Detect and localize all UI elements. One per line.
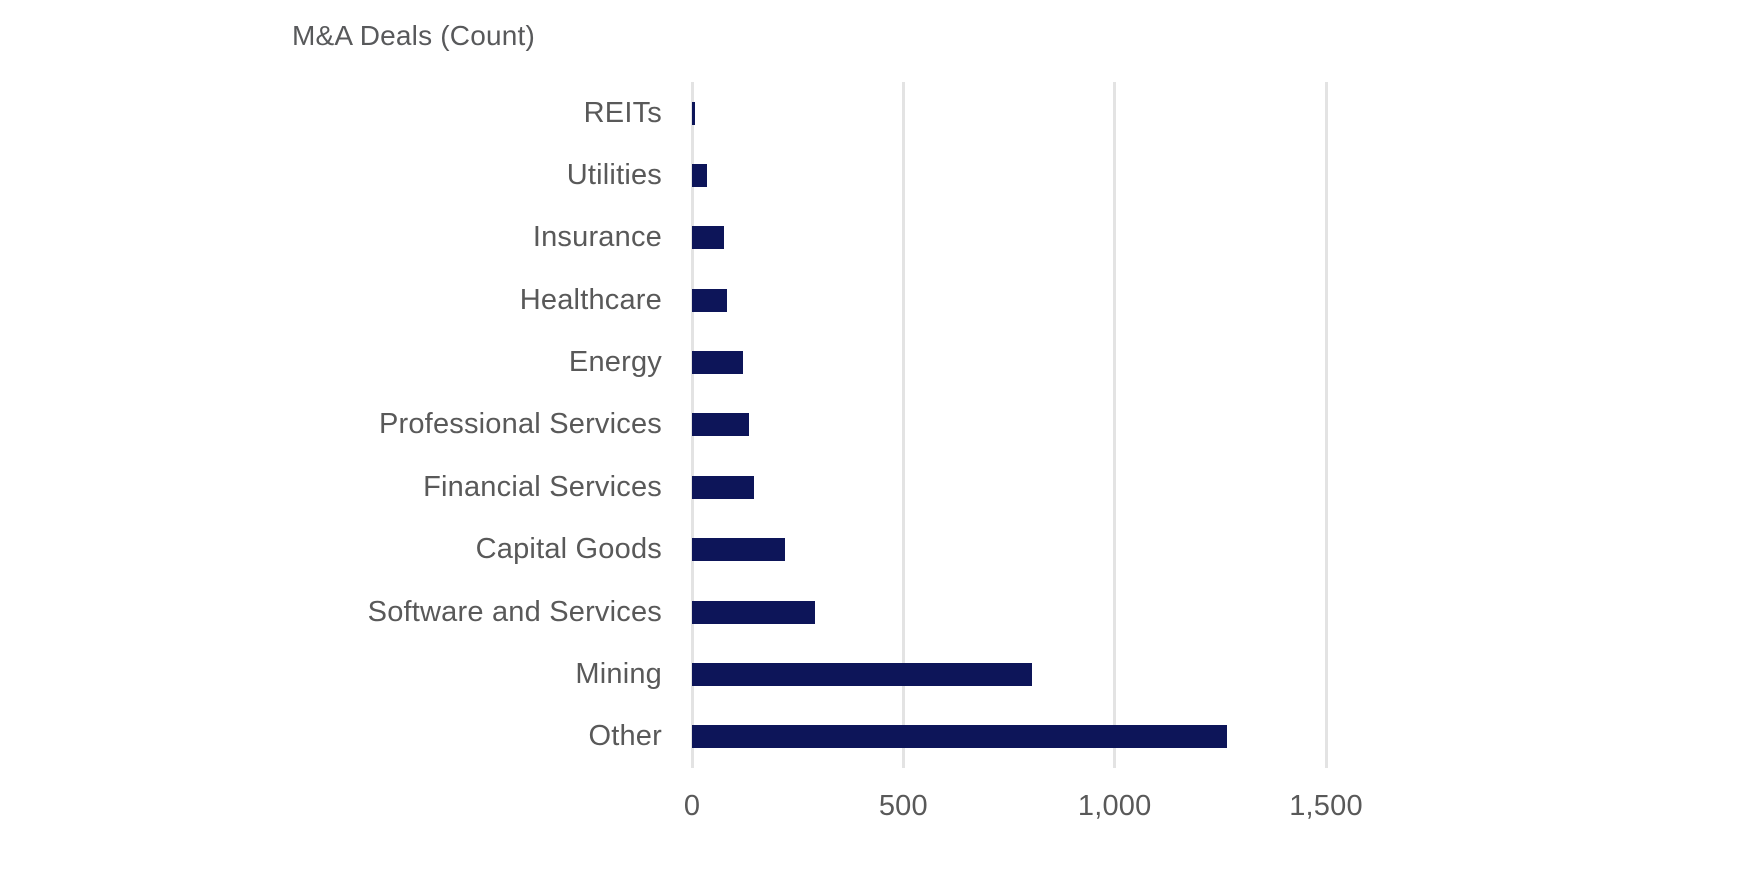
category-label: Energy xyxy=(568,346,662,379)
bar-row: Healthcare xyxy=(250,269,1450,331)
bar-row: Capital Goods xyxy=(250,519,1450,581)
bar-energy xyxy=(692,351,743,375)
category-label: Capital Goods xyxy=(475,533,662,566)
bar-row: Software and Services xyxy=(250,581,1450,643)
bar-row: Insurance xyxy=(250,207,1450,269)
bar-row: Mining xyxy=(250,643,1450,705)
bar-row: REITs xyxy=(250,82,1450,144)
category-label: Insurance xyxy=(532,221,662,254)
category-label: Mining xyxy=(575,657,662,690)
gridline-x-1500 xyxy=(1324,82,1328,768)
category-label: Utilities xyxy=(566,159,662,192)
bar-row: Other xyxy=(250,706,1450,768)
category-label: Software and Services xyxy=(367,595,662,628)
bar-row: Professional Services xyxy=(250,394,1450,456)
category-label: Financial Services xyxy=(423,470,662,503)
x-axis-tick-labels: 0 500 1,000 1,500 xyxy=(684,790,1363,830)
bar-capital-goods xyxy=(692,538,785,562)
bar-insurance xyxy=(692,226,724,250)
category-label: Professional Services xyxy=(378,408,662,441)
gridline-x-500 xyxy=(901,82,905,768)
x-tick-label: 0 xyxy=(683,790,701,822)
bar-row: Energy xyxy=(250,331,1450,393)
bar-mining xyxy=(692,662,1033,686)
bar-utilities xyxy=(692,164,707,188)
bar-financial-services xyxy=(692,475,754,499)
bar-software-and-services xyxy=(692,600,815,624)
category-label: Healthcare xyxy=(519,283,662,316)
bar-healthcare xyxy=(692,288,727,312)
bar-reits xyxy=(692,101,696,125)
x-tick-label: 1,500 xyxy=(1289,790,1363,822)
bar-professional-services xyxy=(692,413,750,437)
x-tick-label: 1,000 xyxy=(1077,790,1152,822)
bar-row: Financial Services xyxy=(250,456,1450,518)
chart-title: M&A Deals (Count) xyxy=(292,20,536,51)
gridline-x-1000 xyxy=(1113,82,1117,768)
bar-rows: REITs Utilities Insurance Healthcare Energy P… xyxy=(250,82,1450,768)
x-tick-label: 500 xyxy=(878,790,928,822)
category-label: Other xyxy=(588,720,662,753)
bar-other xyxy=(692,725,1227,749)
category-label: REITs xyxy=(583,96,662,129)
bar-row: Utilities xyxy=(250,144,1450,206)
